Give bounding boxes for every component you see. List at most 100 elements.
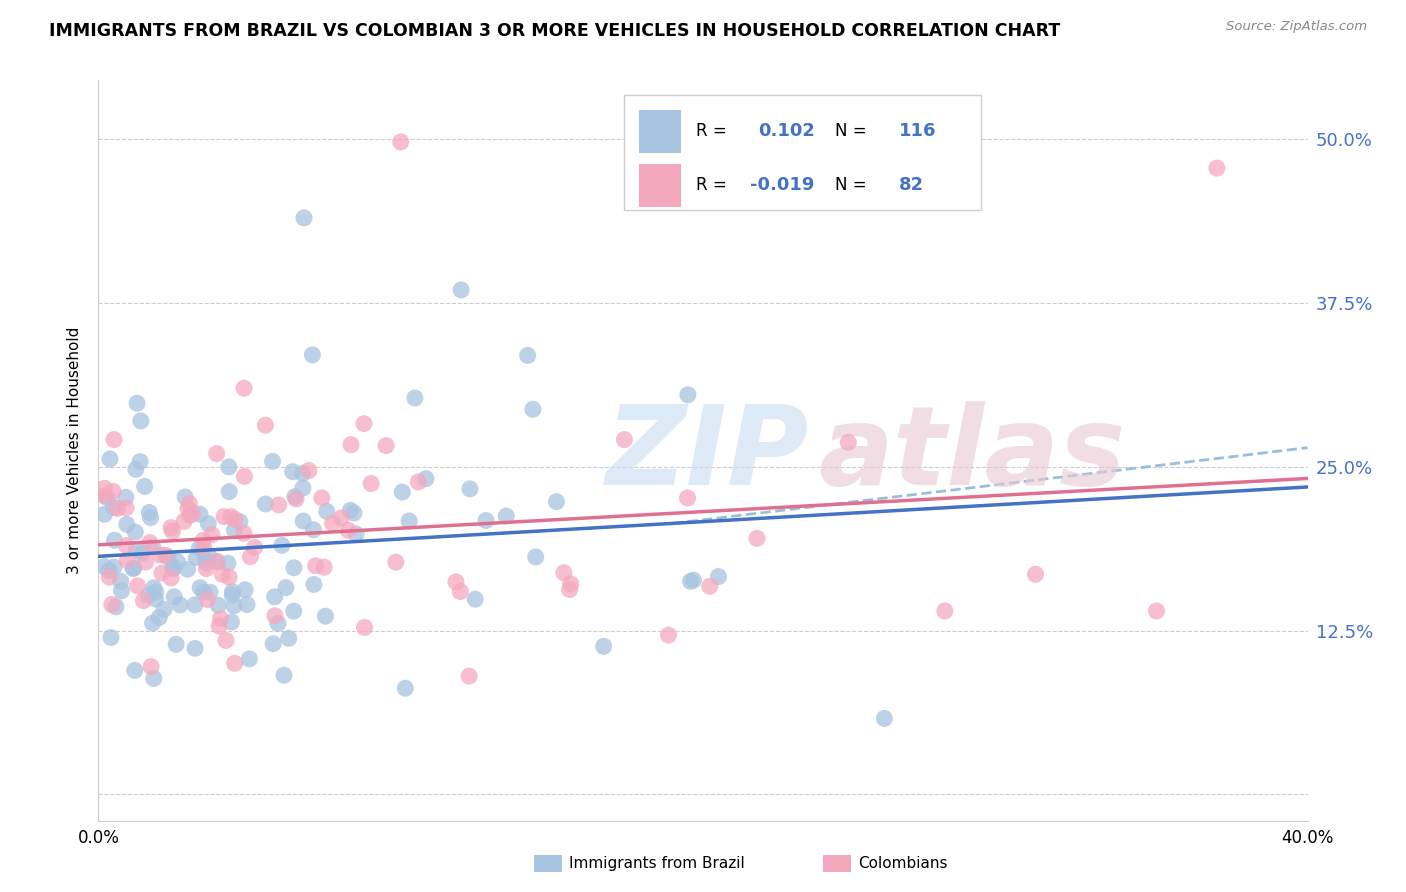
Point [553,566,575,580]
Point [191,533,214,548]
Bar [638,110,682,153]
Y-axis label: 3 or more Vehicles in Household: 3 or more Vehicles in Household [67,326,83,574]
Point [837,435,859,450]
Point [142,616,165,631]
Point [408,475,430,489]
Point [273,668,295,682]
Point [212,509,235,524]
Point [389,135,412,149]
Point [188,507,211,521]
Point [254,497,277,511]
Point [391,485,413,500]
Point [546,494,568,508]
Point [208,619,231,633]
Point [150,566,173,580]
Point [375,439,398,453]
Point [315,504,337,518]
Point [100,631,122,645]
Point [205,447,228,461]
Point [233,469,256,483]
Bar [638,164,682,207]
Point [160,571,183,585]
Point [101,598,124,612]
Point [188,581,211,595]
Point [195,561,218,575]
Text: R =: R = [696,122,731,140]
Point [274,581,297,595]
Point [142,581,165,595]
Text: N =: N = [835,122,872,140]
Point [398,514,420,528]
Point [93,559,115,574]
Point [298,463,321,477]
Point [302,523,325,537]
Point [93,508,115,522]
Point [98,452,121,467]
Point [254,418,277,433]
Point [211,567,233,582]
Point [153,548,176,562]
Point [236,598,259,612]
Point [98,564,121,578]
Point [444,574,467,589]
Point [129,455,152,469]
Point [127,579,149,593]
FancyBboxPatch shape [624,95,981,210]
Point [224,523,246,537]
Point [558,582,581,597]
Point [592,640,614,654]
Point [96,491,118,505]
Point [522,402,544,417]
Point [93,489,115,503]
Point [291,481,314,495]
Text: 82: 82 [898,177,924,194]
Point [125,542,148,557]
Point [197,549,219,563]
Point [197,516,219,531]
Point [464,592,486,607]
Point [524,549,547,564]
Point [125,462,148,476]
Point [181,507,204,521]
Point [679,574,702,589]
Point [177,501,200,516]
Point [110,574,132,589]
Point [340,437,363,451]
Point [343,506,366,520]
Point [138,506,160,520]
Point [495,509,517,524]
Point [184,598,207,612]
Point [139,510,162,524]
Text: -0.019: -0.019 [751,177,814,194]
Point [475,514,498,528]
Point [163,590,186,604]
Text: atlas: atlas [818,401,1125,508]
Point [142,540,165,554]
Point [218,484,240,499]
Text: 116: 116 [898,122,936,140]
Point [394,681,416,696]
Point [153,602,176,616]
Point [321,516,343,531]
Point [117,553,139,567]
Point [219,509,242,524]
Point [292,514,315,528]
Point [139,535,162,549]
Point [239,549,262,564]
Point [194,552,217,566]
Point [233,381,256,395]
Point [135,555,157,569]
Point [224,657,246,671]
Point [284,490,307,504]
Point [707,569,730,583]
Point [188,541,211,556]
Point [193,540,215,554]
Point [179,496,201,510]
Point [166,555,188,569]
Point [613,433,636,447]
Point [165,637,187,651]
Point [745,532,768,546]
Point [129,414,152,428]
Point [404,391,426,405]
Point [262,454,284,468]
